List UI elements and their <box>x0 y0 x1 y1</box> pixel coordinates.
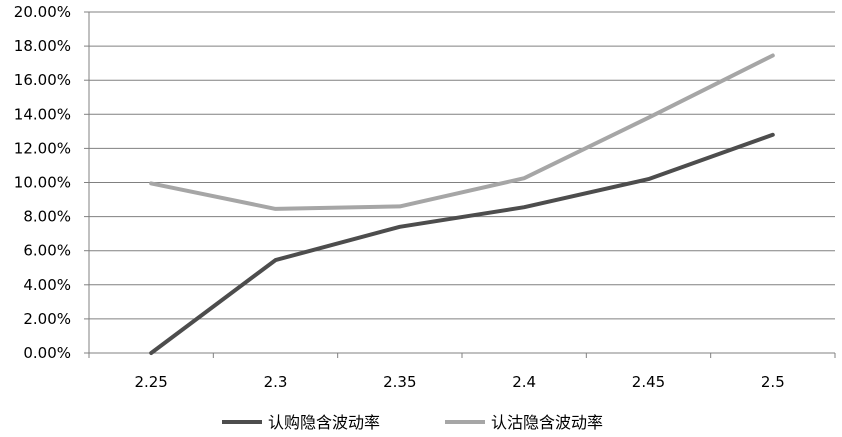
y-tick-label: 16.00% <box>14 71 71 89</box>
y-tick-label: 0.00% <box>23 344 71 362</box>
x-tick-label: 2.25 <box>134 373 167 391</box>
legend: 认购隐含波动率 认沽隐含波动率 <box>222 413 603 432</box>
y-tick-label: 12.00% <box>14 139 71 157</box>
x-tick-label: 2.3 <box>264 373 288 391</box>
grid-lines <box>84 11 835 354</box>
x-tick-label: 2.35 <box>383 373 416 391</box>
x-tick-labels: 2.25 2.3 2.35 2.4 2.45 2.5 <box>88 353 836 391</box>
legend-label-put: 认沽隐含波动率 <box>491 413 603 432</box>
y-tick-label: 2.00% <box>23 310 71 328</box>
x-tick-label: 2.45 <box>632 373 665 391</box>
y-tick-label: 6.00% <box>23 242 71 260</box>
y-tick-label: 8.00% <box>23 208 71 226</box>
legend-item-call: 认购隐含波动率 <box>222 413 380 432</box>
y-tick-label: 4.00% <box>23 276 71 294</box>
series-line-call <box>149 132 775 355</box>
y-tick-labels: 0.00% 2.00% 4.00% 6.00% 8.00% 10.00% 12.00% 14.… <box>14 3 71 362</box>
series-lines <box>149 53 775 355</box>
x-tick-label: 2.4 <box>512 373 536 391</box>
series-line-put <box>149 53 775 211</box>
y-tick-label: 18.00% <box>14 37 71 55</box>
legend-label-call: 认购隐含波动率 <box>268 413 380 432</box>
y-tick-label: 14.00% <box>14 105 71 123</box>
y-tick-label: 20.00% <box>14 3 71 21</box>
y-tick-label: 10.00% <box>14 174 71 192</box>
legend-item-put: 认沽隐含波动率 <box>445 413 603 432</box>
x-tick-label: 2.5 <box>761 373 785 391</box>
